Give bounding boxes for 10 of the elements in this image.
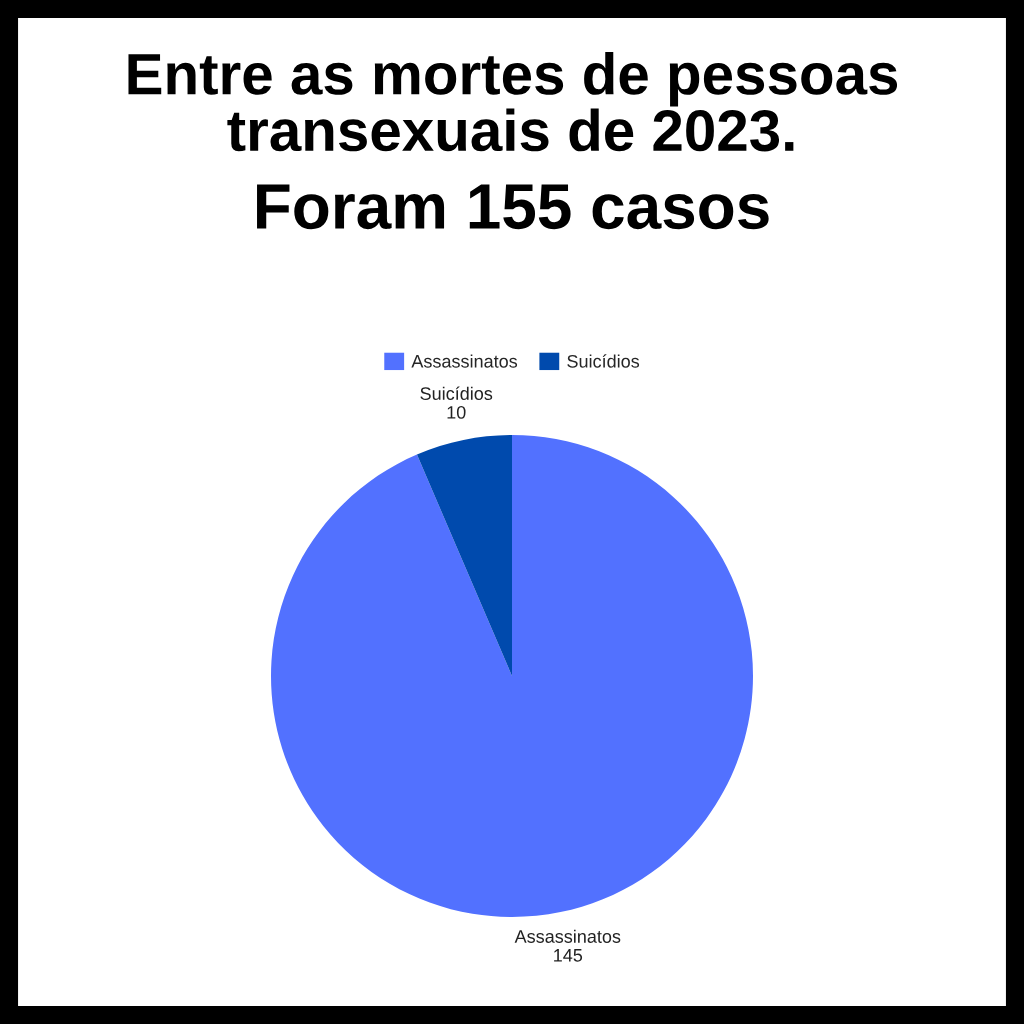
data-label: 145 <box>554 949 583 962</box>
slice-label: Assassinatos <box>514 929 621 943</box>
legend-label: Suicídios <box>567 354 640 368</box>
pie-slice <box>271 435 753 917</box>
chart-title: Entre as mortes de pessoas transexuais de 2023. <box>128 52 898 152</box>
legend-label: Assassinatos <box>411 354 518 368</box>
slice-label: Suicídios <box>420 386 493 400</box>
data-label: 10 <box>447 405 466 419</box>
chart-subtitle: Foram 155 casos <box>257 184 769 230</box>
pie-slice <box>416 435 512 676</box>
